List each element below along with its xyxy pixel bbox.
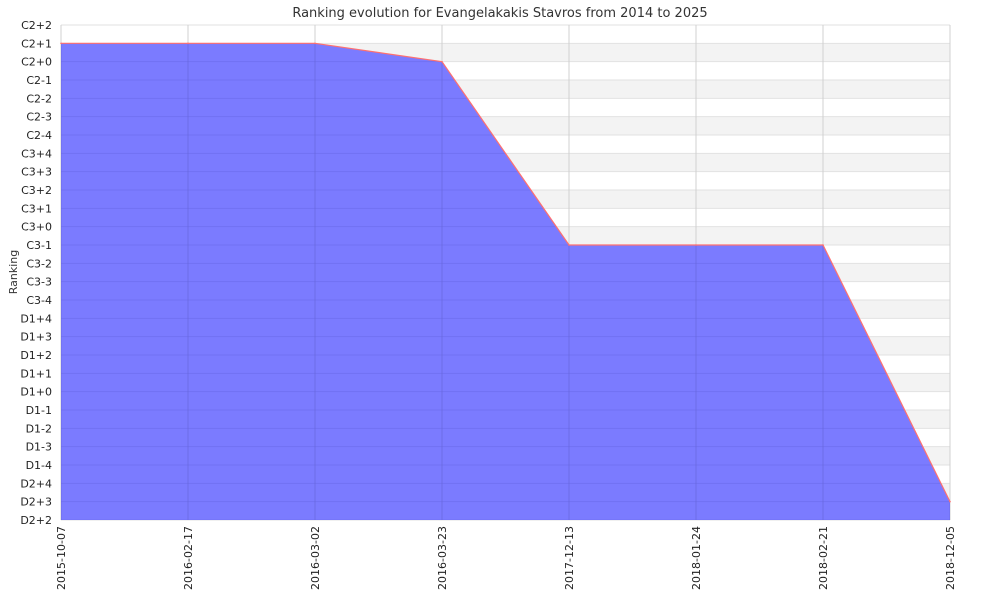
x-axis-ticks: 2015-10-07 2016-02-17 2016-03-02 2016-03-23… — [55, 526, 957, 590]
data-point — [441, 60, 443, 63]
x-tick-label: 2017-12-13 — [563, 526, 576, 590]
y-tick-label: C2+2 — [21, 19, 52, 32]
y-tick-label: D1-3 — [26, 441, 52, 454]
y-tick-label: D1-4 — [26, 459, 52, 472]
data-point — [949, 500, 951, 503]
y-tick-label: C3+1 — [21, 202, 52, 215]
x-tick-label: 2018-12-05 — [944, 526, 957, 590]
y-axis-ticks: D2+2 D2+3 D2+4 D1-4 D1-3 D1-2 D1-1 D1+0 D1+1 D1+2… — [20, 19, 52, 527]
x-tick-label: 2016-02-17 — [182, 526, 195, 590]
y-tick-label: D1+3 — [20, 331, 52, 344]
y-tick-label: C3-2 — [26, 257, 52, 270]
data-point — [695, 244, 697, 246]
data-point — [60, 42, 62, 45]
y-tick-label: C2+0 — [21, 56, 52, 69]
y-tick-label: D2+2 — [20, 514, 52, 527]
y-tick-label: C2-3 — [26, 111, 52, 124]
y-tick-label: D2+3 — [20, 496, 52, 509]
y-tick-label: C3-1 — [26, 239, 52, 252]
y-tick-label: D1-1 — [26, 404, 52, 417]
y-tick-label: C2+1 — [21, 37, 52, 50]
y-tick-label: D2+4 — [20, 477, 52, 490]
y-tick-label: C3+2 — [21, 184, 52, 197]
y-axis-label: Ranking — [7, 250, 20, 295]
data-point — [822, 244, 824, 246]
y-tick-label: C2-4 — [26, 129, 52, 142]
y-tick-label: D1+0 — [20, 386, 52, 399]
y-tick-label: C3-4 — [26, 294, 52, 307]
x-tick-label: 2015-10-07 — [55, 526, 68, 590]
y-tick-label: D1+4 — [20, 312, 52, 325]
y-tick-label: D1-2 — [26, 422, 52, 435]
y-tick-label: C3+4 — [21, 147, 52, 160]
y-tick-label: D1+1 — [20, 367, 52, 380]
y-tick-label: C2-1 — [26, 74, 52, 87]
y-tick-label: D1+2 — [20, 349, 52, 362]
y-tick-label: C3-3 — [26, 276, 52, 289]
data-point — [568, 244, 570, 246]
x-tick-label: 2018-01-24 — [690, 526, 703, 590]
x-tick-label: 2018-02-21 — [817, 526, 830, 590]
x-tick-label: 2016-03-23 — [436, 526, 449, 590]
data-point — [187, 42, 189, 45]
chart-title: Ranking evolution for Evangelakakis Stav… — [292, 6, 707, 21]
x-tick-label: 2016-03-02 — [309, 526, 322, 590]
series-line — [61, 42, 951, 502]
y-tick-label: C3+0 — [21, 221, 52, 234]
y-tick-label: C2-2 — [26, 92, 52, 105]
area-layer — [60, 42, 951, 520]
y-tick-label: C3+3 — [21, 166, 52, 179]
data-point — [314, 42, 316, 45]
